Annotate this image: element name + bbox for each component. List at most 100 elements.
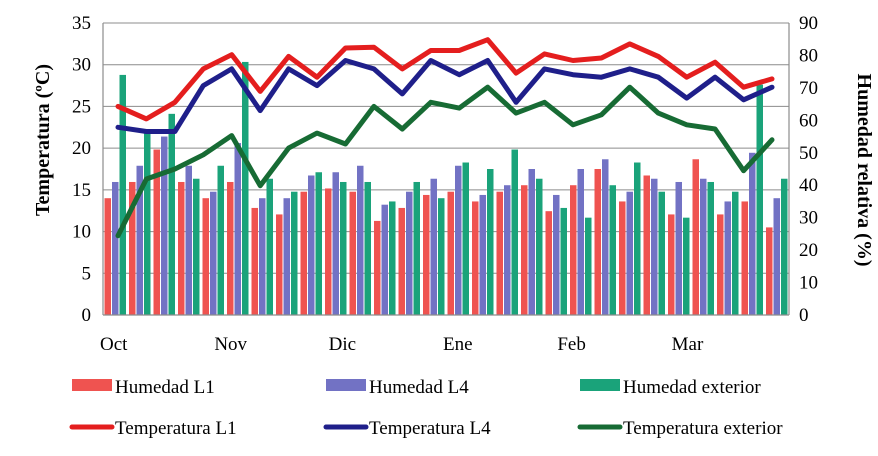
- legend-swatch: [580, 379, 620, 391]
- bar-humedad-l1: [276, 214, 283, 315]
- legend-label: Temperatura exterior: [623, 418, 783, 439]
- bar-humedad-exterior: [119, 74, 126, 316]
- bar-humedad-exterior: [781, 178, 788, 315]
- bar-humedad-l1: [251, 207, 258, 315]
- bar-humedad-l4: [651, 178, 658, 315]
- bar-humedad-exterior: [266, 178, 273, 315]
- legend-label: Humedad L1: [115, 377, 215, 398]
- line-temperatura-l1: [115, 37, 775, 122]
- bar-humedad-l1: [325, 188, 332, 315]
- bar-humedad-l1: [692, 159, 699, 315]
- bar-humedad-l1: [570, 185, 577, 315]
- bar-humedad-l4: [381, 204, 388, 315]
- bar-humedad-l1: [741, 201, 748, 315]
- right-axis-title: Humedad relativa (%): [853, 74, 875, 267]
- bar-humedad-exterior: [756, 84, 763, 316]
- bar-humedad-l4: [553, 194, 560, 315]
- bar-humedad-l1: [496, 191, 503, 315]
- left-tick-label: 20: [72, 138, 91, 159]
- bar-humedad-exterior: [438, 198, 445, 315]
- bar-humedad-l1: [300, 191, 307, 315]
- right-tick-label: 40: [799, 175, 818, 196]
- right-tick-label: 10: [799, 273, 818, 294]
- bar-humedad-l4: [185, 165, 192, 315]
- legend-swatch: [72, 379, 112, 391]
- bar-humedad-exterior: [242, 61, 249, 315]
- bar-humedad-l1: [398, 207, 405, 315]
- right-axis-ticks: 0 10 20 30 40 50 60 70 80 90: [799, 13, 818, 326]
- bar-humedad-l4: [724, 201, 731, 315]
- bar-humedad-l4: [234, 143, 241, 315]
- bar-humedad-exterior: [291, 191, 298, 315]
- bar-humedad-exterior: [168, 113, 175, 315]
- left-axis-ticks: 0 5 10 15 20 25 30 35: [72, 13, 91, 326]
- bar-humedad-l1: [545, 211, 552, 315]
- axes: [102, 23, 790, 316]
- bar-humedad-l4: [504, 185, 511, 315]
- bar-humedad-l4: [259, 198, 266, 315]
- legend: Humedad L1 Humedad L4 Humedad exterior Temp…: [69, 377, 783, 439]
- line-temperatura-exterior: [115, 84, 775, 239]
- bar-humedad-exterior: [683, 217, 690, 315]
- line-temperatura-l4: [115, 58, 775, 134]
- bar-humedad-l4: [700, 178, 707, 315]
- bar-humedad-exterior: [389, 201, 396, 315]
- x-tick-label: Ene: [443, 334, 473, 355]
- legend-label: Humedad exterior: [623, 377, 761, 398]
- legend-label: Temperatura L1: [115, 418, 237, 439]
- bar-humedad-l4: [430, 178, 437, 315]
- bar-humedad-l1: [594, 169, 601, 315]
- bar-humedad-l1: [153, 149, 160, 315]
- x-tick-label: Nov: [214, 334, 247, 355]
- bar-humedad-exterior: [658, 191, 665, 315]
- bar-humedad-l1: [643, 175, 650, 315]
- bar-humedad-exterior: [462, 162, 469, 315]
- right-tick-label: 80: [799, 45, 818, 66]
- line-series-group: [115, 37, 775, 239]
- right-tick-label: 50: [799, 143, 818, 164]
- bar-humedad-l4: [602, 159, 609, 315]
- legend-label: Humedad L4: [369, 377, 469, 398]
- bar-humedad-exterior: [193, 178, 200, 315]
- right-tick-label: 60: [799, 110, 818, 131]
- x-tick-label: Oct: [100, 334, 128, 355]
- bar-humedad-l1: [521, 185, 528, 315]
- bar-humedad-l4: [308, 175, 315, 315]
- legend-swatch: [326, 379, 366, 391]
- bar-humedad-l4: [136, 165, 143, 315]
- bar-humedad-exterior: [707, 181, 714, 315]
- bar-humedad-exterior: [144, 133, 151, 315]
- right-tick-label: 90: [799, 13, 818, 34]
- bar-humedad-l4: [161, 136, 168, 315]
- x-tick-label: Dic: [329, 334, 356, 355]
- bar-humedad-exterior: [413, 181, 420, 315]
- bar-humedad-l1: [766, 227, 773, 315]
- bar-humedad-l4: [455, 165, 462, 315]
- bar-humedad-exterior: [487, 169, 494, 315]
- bar-humedad-l4: [773, 198, 780, 315]
- left-axis-title: Temperatura (ºC): [32, 64, 54, 216]
- left-tick-label: 35: [72, 13, 91, 34]
- left-tick-label: 0: [82, 305, 92, 326]
- bar-humedad-l1: [447, 191, 454, 315]
- bar-humedad-l4: [210, 191, 217, 315]
- bar-humedad-l1: [178, 181, 185, 315]
- bar-humedad-exterior: [732, 191, 739, 315]
- bar-humedad-l1: [227, 181, 234, 315]
- bar-humedad-l1: [374, 220, 381, 315]
- left-tick-label: 10: [72, 222, 91, 243]
- bar-humedad-l1: [423, 194, 430, 315]
- bar-humedad-l1: [668, 214, 675, 315]
- bar-humedad-exterior: [585, 217, 592, 315]
- bar-humedad-l4: [112, 181, 119, 315]
- bar-humedad-l4: [332, 172, 339, 315]
- legend-label: Temperatura L4: [369, 418, 491, 439]
- bar-humedad-l4: [406, 191, 413, 315]
- bar-humedad-exterior: [340, 181, 347, 315]
- bar-humedad-exterior: [217, 165, 224, 315]
- bar-series-group: [104, 61, 788, 316]
- bar-humedad-l1: [717, 214, 724, 315]
- bar-humedad-l4: [357, 165, 364, 315]
- bar-humedad-l1: [129, 181, 136, 315]
- right-tick-label: 20: [799, 240, 818, 261]
